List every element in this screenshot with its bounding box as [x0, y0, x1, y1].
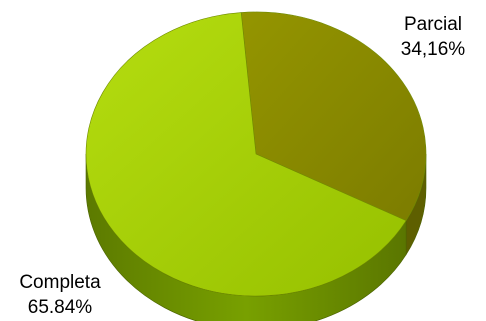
slice-label-value: 34,16%	[401, 39, 466, 60]
slice-label-category: Parcial	[404, 14, 462, 35]
pie-top-faces	[85, 11, 427, 297]
pie-slice	[85, 12, 407, 297]
pie-labels: Parcial 34,16% Completa 65.84%	[19, 14, 465, 318]
slice-label-category: Completa	[19, 272, 101, 293]
slice-label-value: 65.84%	[28, 297, 93, 318]
pie-slice	[240, 11, 427, 221]
